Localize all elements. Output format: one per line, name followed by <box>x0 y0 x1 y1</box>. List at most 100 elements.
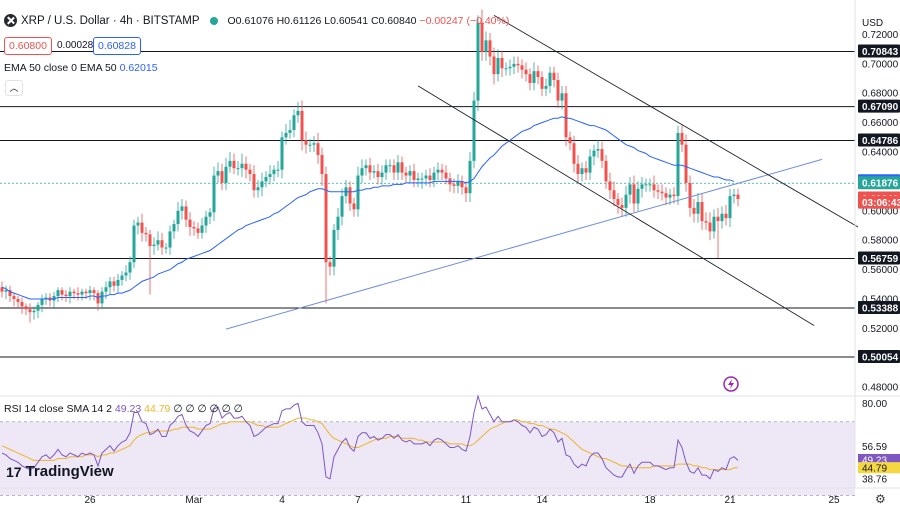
candle-body-181 <box>724 213 728 219</box>
candle-body-114 <box>456 181 460 186</box>
candle-body-43 <box>172 224 176 232</box>
candle-body-80 <box>320 154 324 175</box>
candle-body-0 <box>0 287 4 292</box>
candle-body-93 <box>372 171 376 173</box>
time-tick-label-2: 4 <box>279 495 285 506</box>
rsi-legend[interactable]: RSI 14 close SMA 14 2 49.23 44.79 ∅ ∅ ∅ … <box>4 403 243 415</box>
candle-body-117 <box>468 160 472 194</box>
candle-body-49 <box>196 228 200 233</box>
price-tag-6: 03:06:43 <box>862 198 900 209</box>
price-tick-label-10: 0.48000 <box>862 383 899 394</box>
candle-body-97 <box>388 165 392 167</box>
candle-body-59 <box>236 168 240 170</box>
candle-body-138 <box>552 72 556 81</box>
candle-body-179 <box>716 216 720 222</box>
candle-body-125 <box>500 57 504 69</box>
candle-body-45 <box>180 206 184 211</box>
candle-body-35 <box>140 222 144 233</box>
currency-label[interactable]: USD <box>862 18 884 29</box>
candle-body-1 <box>4 290 8 292</box>
candle-body-108 <box>432 172 436 180</box>
price-tick-label-8: 0.54000 <box>862 295 899 306</box>
time-axis[interactable]: 26 Mar 4 7 11 14 18 21 25 <box>0 487 900 506</box>
price-tick-label-5: 0.60000 <box>862 206 899 217</box>
price-tag-7: 0.56759 <box>862 254 899 265</box>
price-tick-label-2: 0.68000 <box>862 89 899 100</box>
candle-body-158 <box>632 184 636 204</box>
candle-body-34 <box>136 222 140 226</box>
candles <box>0 9 740 323</box>
horizontal-levels <box>0 50 855 358</box>
price-tick-label-1: 0.70000 <box>862 59 899 70</box>
price-tag-0: 0.70843 <box>862 47 899 58</box>
candle-body-162 <box>648 184 652 186</box>
rsi-extra-values: ∅ ∅ ∅ ∅ ∅ ∅ <box>173 403 243 415</box>
buy-price-box[interactable]: 0.60828 <box>93 37 141 55</box>
price-tag-1: 0.67090 <box>862 102 899 113</box>
candle-body-32 <box>128 262 132 273</box>
candle-body-111 <box>444 172 448 179</box>
candle-body-96 <box>384 165 388 173</box>
candle-body-151 <box>604 160 608 182</box>
price-tag-bg-2 <box>858 133 900 147</box>
candle-body-154 <box>616 199 620 205</box>
candle-body-36 <box>144 232 148 235</box>
rsi-line <box>1 394 739 480</box>
candle-body-5 <box>20 301 24 307</box>
candle-body-107 <box>428 175 432 180</box>
candle-body-26 <box>104 287 108 292</box>
lightning-icon[interactable] <box>723 376 739 392</box>
collapse-legend-button[interactable]: ︿ <box>5 80 23 96</box>
candle-body-57 <box>228 160 232 167</box>
candle-body-169 <box>676 132 680 197</box>
trendline-0 <box>225 158 823 330</box>
sell-price-box[interactable]: 0.60800 <box>4 37 52 55</box>
candle-body-55 <box>220 171 224 183</box>
candle-body-78 <box>312 143 316 145</box>
candle-body-174 <box>696 202 700 214</box>
price-tag-8: 0.53388 <box>862 303 899 314</box>
price-tag-bg-4 <box>858 176 900 190</box>
settings-gear-icon[interactable]: ⚙ <box>875 492 886 506</box>
rsi-label: RSI 14 close SMA 14 2 <box>4 403 112 415</box>
candle-body-33 <box>132 225 136 263</box>
candle-body-143 <box>572 143 576 164</box>
price-axis[interactable]: 0.72000 0.70000 0.68000 0.66000 0.64000 0.600… <box>854 0 899 488</box>
rsi-tag-bg-3 <box>858 473 900 486</box>
candle-body-28 <box>112 281 116 286</box>
rsi-tag-3: 38.76 <box>862 475 887 486</box>
candle-body-9 <box>36 304 40 311</box>
candle-body-37 <box>148 234 152 247</box>
candle-body-118 <box>472 100 476 161</box>
candle-body-175 <box>700 202 704 222</box>
ema-legend[interactable]: EMA 50 close 0 EMA 50 0.62015 <box>4 62 158 74</box>
high-value: H0.61126 <box>276 14 322 27</box>
xrp-logo-icon <box>4 14 17 27</box>
candle-body-81 <box>324 174 328 263</box>
ema-label: EMA 50 close 0 EMA 50 <box>4 62 117 74</box>
time-tick-label-0: 26 <box>84 495 96 506</box>
spread-value: 0.00028 <box>57 40 94 51</box>
price-tag-bg-9 <box>858 349 900 363</box>
candle-body-115 <box>460 181 464 188</box>
candle-body-128 <box>512 63 516 67</box>
candle-body-16 <box>64 294 68 297</box>
price-tag-bg-0 <box>858 44 900 58</box>
candle-body-24 <box>96 293 100 304</box>
candle-body-127 <box>508 66 512 69</box>
candle-body-54 <box>216 171 220 176</box>
candle-body-145 <box>580 168 584 175</box>
symbol-title[interactable]: XRP / U.S. Dollar · 4h · BITSTAMP <box>21 14 200 27</box>
candle-body-130 <box>520 65 524 70</box>
rsi-band <box>0 421 855 496</box>
candle-body-95 <box>380 172 384 178</box>
candle-body-103 <box>412 171 416 180</box>
candle-body-178 <box>712 216 716 232</box>
candle-body-156 <box>624 194 628 208</box>
candle-body-150 <box>600 149 604 161</box>
symbol-header: XRP / U.S. Dollar · 4h · BITSTAMP O0.610… <box>4 14 509 27</box>
candle-body-20 <box>80 291 84 295</box>
time-tick-label-7: 21 <box>724 495 736 506</box>
price-tag-9: 0.50054 <box>862 352 899 363</box>
